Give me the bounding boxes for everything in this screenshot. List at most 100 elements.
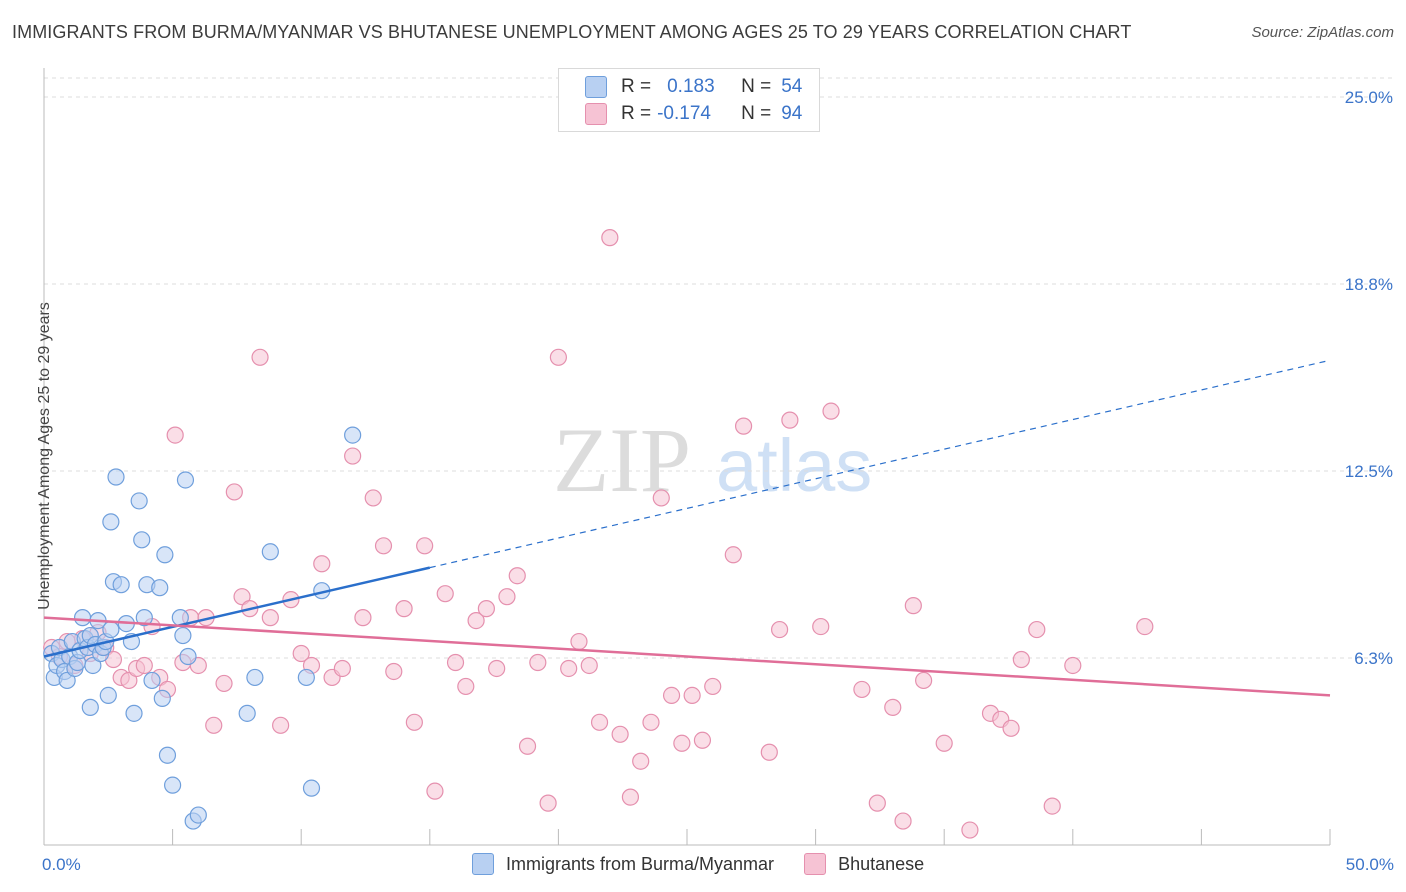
bhutanese-point — [936, 735, 952, 751]
legend-n-label: N = — [741, 103, 771, 125]
bhutanese-point — [499, 589, 515, 605]
burma-point — [131, 493, 147, 509]
burma-point — [180, 649, 196, 665]
bhutanese-point — [561, 660, 577, 676]
burma-point — [239, 705, 255, 721]
bhutanese-point — [674, 735, 690, 751]
y-tick-label: 18.8% — [1345, 275, 1393, 294]
bhutanese-point — [365, 490, 381, 506]
bhutanese-point — [345, 448, 361, 464]
bhutanese-point — [458, 678, 474, 694]
burma-point — [113, 577, 129, 593]
bhutanese-point — [252, 349, 268, 365]
bhutanese-point — [905, 598, 921, 614]
burma-point — [126, 705, 142, 721]
bhutanese-point — [540, 795, 556, 811]
bhutanese-point — [478, 601, 494, 617]
bhutanese-point — [962, 822, 978, 838]
burma-point — [152, 580, 168, 596]
burma-point — [345, 427, 361, 443]
bhutanese-point — [1003, 720, 1019, 736]
x-tick-label: 0.0% — [42, 855, 81, 874]
bhutanese-point — [417, 538, 433, 554]
bhutanese-point — [550, 349, 566, 365]
burma-point — [82, 699, 98, 715]
bhutanese-point — [334, 660, 350, 676]
bhutanese-point — [916, 672, 932, 688]
bhutanese-point — [633, 753, 649, 769]
legend-stats: R = 0.183 N = 54 R = -0.174 N = 94 — [558, 68, 820, 132]
bhutanese-point — [823, 403, 839, 419]
bhutanese-point — [1044, 798, 1060, 814]
legend-swatch-pink — [804, 853, 826, 875]
bhutanese-point — [705, 678, 721, 694]
bhutanese-point — [437, 586, 453, 602]
burma-point — [108, 469, 124, 485]
legend-r-value: 0.183 — [667, 76, 727, 98]
bhutanese-points — [44, 230, 1153, 838]
bhutanese-point — [782, 412, 798, 428]
bhutanese-point — [509, 568, 525, 584]
bhutanese-point — [273, 717, 289, 733]
bhutanese-point — [406, 714, 422, 730]
watermark-zip: ZIP — [553, 409, 691, 511]
bhutanese-point — [571, 634, 587, 650]
bhutanese-point — [664, 687, 680, 703]
burma-point — [298, 669, 314, 685]
y-tick-label: 6.3% — [1354, 649, 1393, 668]
bhutanese-point — [643, 714, 659, 730]
legend-row-burma: R = 0.183 N = 54 — [585, 75, 802, 99]
burma-point — [159, 747, 175, 763]
bhutanese-point — [736, 418, 752, 434]
bhutanese-point — [581, 657, 597, 673]
bhutanese-point — [448, 654, 464, 670]
burma-point — [75, 610, 91, 626]
burma-point — [190, 807, 206, 823]
burma-point — [103, 622, 119, 638]
burma-point — [134, 532, 150, 548]
burma-point — [100, 687, 116, 703]
bhutanese-point — [1013, 651, 1029, 667]
burma-point — [144, 672, 160, 688]
burma-point — [262, 544, 278, 560]
legend-n-label: N = — [741, 76, 771, 98]
burma-point — [177, 472, 193, 488]
burma-point — [154, 690, 170, 706]
bhutanese-point — [136, 657, 152, 673]
bhutanese-point — [1137, 619, 1153, 635]
bhutanese-point — [813, 619, 829, 635]
bhutanese-point — [226, 484, 242, 500]
legend-swatch-blue — [585, 76, 607, 98]
bhutanese-point — [262, 610, 278, 626]
bhutanese-point — [725, 547, 741, 563]
legend-row-bhutanese: R = -0.174 N = 94 — [585, 102, 802, 126]
grid — [44, 78, 1395, 658]
burma-point — [103, 514, 119, 530]
legend-swatch-pink — [585, 103, 607, 125]
legend-item-bhutanese: Bhutanese — [804, 853, 924, 875]
burma-trend-line — [44, 568, 430, 657]
bhutanese-point — [206, 717, 222, 733]
burma-point — [165, 777, 181, 793]
y-axis-label-wrap: Unemployment Among Ages 25 to 29 years — [17, 0, 47, 892]
legend-n-value: 94 — [781, 103, 802, 125]
burma-point — [303, 780, 319, 796]
bhutanese-point — [895, 813, 911, 829]
bhutanese-point — [314, 556, 330, 572]
bhutanese-point — [602, 230, 618, 246]
bhutanese-point — [376, 538, 392, 554]
bhutanese-point — [694, 732, 710, 748]
bhutanese-point — [622, 789, 638, 805]
bhutanese-point — [1065, 657, 1081, 673]
burma-point — [247, 669, 263, 685]
bhutanese-point — [396, 601, 412, 617]
bhutanese-point — [653, 490, 669, 506]
x-tick-label: 50.0% — [1346, 855, 1394, 874]
y-tick-label: 25.0% — [1345, 88, 1393, 107]
bhutanese-point — [854, 681, 870, 697]
bhutanese-point — [520, 738, 536, 754]
y-tick-label: 12.5% — [1345, 462, 1393, 481]
scatter-chart: ZIP atlas 6.3%12.5%18.8%25.0%0.0% 50.0% — [0, 0, 1406, 892]
legend-r-label: R = — [621, 76, 651, 98]
bhutanese-point — [386, 663, 402, 679]
